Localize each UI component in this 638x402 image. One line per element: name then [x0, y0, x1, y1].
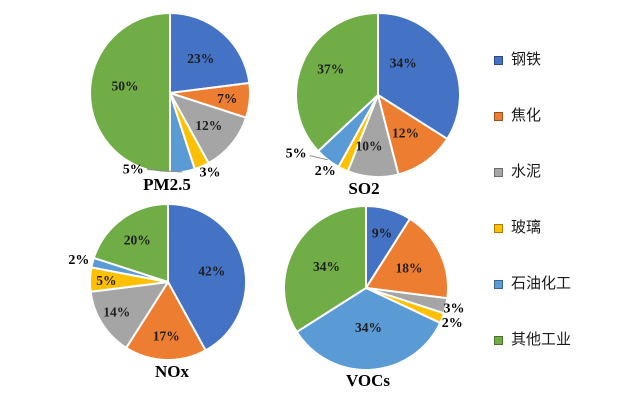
slice-data-label: 34% — [390, 55, 417, 70]
pie-slice-cement — [89, 281, 169, 349]
pie-slice-other_industry — [92, 203, 169, 283]
slice-data-label: 34% — [313, 259, 340, 274]
slice-data-label: 42% — [198, 263, 225, 278]
legend-swatch-other_industry — [494, 335, 503, 345]
leader-line — [309, 155, 328, 161]
slice-data-label: 2% — [68, 253, 89, 268]
pie-slice-petrochemical — [295, 287, 442, 371]
legend-label: 石油化工 — [511, 276, 572, 292]
legend-item-coking: 焦化 — [494, 107, 541, 125]
pie-pm25: 23% 7% 12% 3% 5% 50% PM2.5 — [89, 12, 251, 194]
pie-slice-other_industry — [89, 12, 171, 174]
slice-data-label: 3% — [200, 165, 221, 180]
legend-item-glass: 玻璃 — [494, 219, 541, 237]
legend-label: 焦化 — [511, 108, 542, 124]
slice-data-label: 9% — [372, 226, 392, 241]
slice-data-label: 20% — [124, 232, 151, 247]
slice-data-label: 34% — [355, 320, 382, 335]
legend-swatch-steel — [494, 55, 503, 65]
legend-label: 玻璃 — [511, 220, 542, 236]
pie-slice-other_industry — [283, 205, 367, 333]
pie-slice-cement — [169, 92, 248, 165]
chart-title-nox: NOx — [155, 362, 190, 381]
slice-data-label: 50% — [112, 79, 139, 94]
chart-legend: 钢铁焦化水泥玻璃石油化工其他工业 — [494, 0, 634, 402]
legend-item-cement: 水泥 — [494, 163, 541, 181]
pie-slice-other_industry — [295, 12, 379, 153]
slice-data-label: 2% — [442, 316, 463, 331]
pie-vocs: 9% 18% 3%2% 34% 34% VOCs — [283, 205, 465, 390]
legend-swatch-glass — [494, 223, 503, 233]
chart-title-pm25: PM2.5 — [143, 175, 191, 194]
chart-title-vocs: VOCs — [346, 371, 390, 390]
slice-data-label: 5% — [123, 162, 144, 177]
slice-data-label: 5% — [286, 146, 307, 161]
legend-item-petrochemical: 石油化工 — [494, 275, 571, 293]
legend-label: 其他工业 — [511, 332, 572, 348]
slice-data-label: 10% — [356, 139, 383, 154]
slice-data-label: 3% — [444, 302, 465, 317]
pie-slice-steel — [167, 203, 247, 352]
legend-swatch-cement — [494, 167, 503, 177]
pie-slice-steel — [169, 12, 251, 94]
legend-item-steel: 钢铁 — [494, 51, 541, 69]
pie-so2: 34% 12% 10% 2% 5% 37% SO2 — [286, 12, 461, 198]
chart-title-so2: SO2 — [348, 179, 379, 198]
legend-swatch-petrochemical — [494, 279, 503, 289]
slice-data-label: 12% — [195, 118, 222, 133]
slice-data-label: 17% — [153, 329, 180, 344]
slice-data-label: 18% — [396, 260, 423, 275]
pie-slice-coking — [365, 217, 449, 300]
slice-data-label: 2% — [315, 164, 336, 179]
pie-slice-coking — [377, 94, 449, 176]
slice-data-label: 37% — [317, 62, 344, 77]
slice-data-label: 23% — [187, 51, 214, 66]
legend-item-other_industry: 其他工业 — [494, 331, 571, 349]
slice-data-label: 5% — [96, 273, 116, 288]
slice-data-label: 7% — [217, 91, 237, 106]
legend-label: 水泥 — [511, 164, 542, 180]
legend-label: 钢铁 — [511, 52, 542, 68]
pie-slice-coking — [125, 281, 207, 361]
pie-nox: 42% 17% 14% 5% 2% 20% NOx — [68, 203, 247, 381]
leader-line — [147, 169, 183, 173]
slice-data-label: 12% — [392, 126, 419, 141]
legend-swatch-coking — [494, 111, 503, 121]
slice-data-label: 14% — [103, 304, 130, 319]
